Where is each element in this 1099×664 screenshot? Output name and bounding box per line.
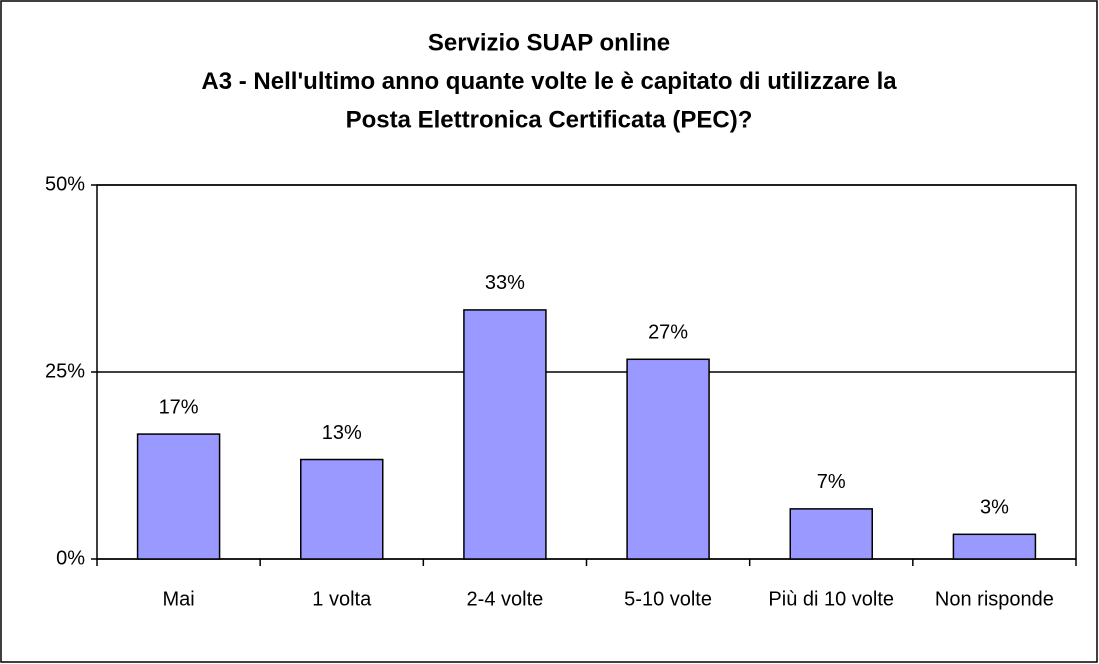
data-label: 27%	[648, 322, 688, 344]
x-tick-label: 5-10 volte	[624, 588, 712, 610]
bar	[626, 358, 710, 560]
bar	[463, 309, 547, 560]
data-label: 3%	[980, 497, 1009, 519]
data-label: 13%	[322, 422, 362, 444]
x-tick-label: Più di 10 volte	[768, 588, 894, 610]
chart-title: Posta Elettronica Certificata (PEC)?	[346, 106, 753, 133]
data-label: 33%	[485, 272, 525, 294]
x-tick-label: Non risponde	[935, 588, 1054, 610]
chart-title: A3 - Nell'ultimo anno quante volte le è …	[201, 68, 897, 95]
chart-title: Servizio SUAP online	[428, 29, 670, 56]
x-tick-label: Mai	[162, 588, 194, 610]
bar	[789, 508, 873, 560]
x-tick-label: 1 volta	[312, 588, 372, 610]
y-tick-label: 50%	[45, 173, 85, 195]
data-label: 17%	[159, 396, 199, 418]
x-tick-label: 2-4 volte	[467, 588, 544, 610]
y-tick-label: 25%	[45, 360, 85, 382]
bar	[300, 458, 384, 560]
data-label: 7%	[817, 471, 846, 493]
bar	[952, 533, 1037, 560]
bar	[136, 433, 221, 560]
y-tick-label: 0%	[56, 547, 85, 569]
